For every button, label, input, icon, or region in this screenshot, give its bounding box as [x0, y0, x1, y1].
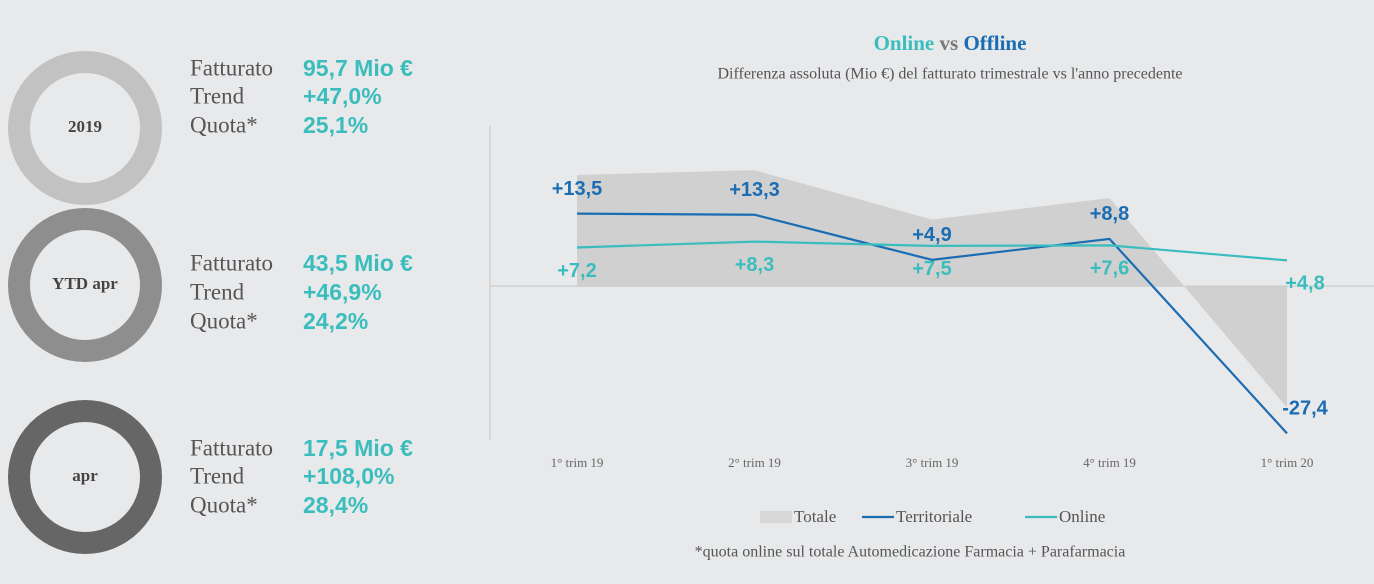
x-tick-label: 4° trim 19 — [1083, 455, 1136, 470]
data-label: +4,9 — [912, 224, 951, 246]
data-label: +8,8 — [1090, 203, 1129, 225]
footnote: *quota online sul totale Automedicazione… — [695, 544, 1126, 561]
data-label: -27,4 — [1282, 398, 1328, 420]
x-tick-label: 2° trim 19 — [728, 455, 781, 470]
kpi-value: +47,0% — [303, 83, 382, 109]
data-label: +7,6 — [1090, 258, 1129, 280]
kpi-label: Quota* — [190, 308, 258, 333]
data-label: +7,2 — [557, 260, 596, 282]
kpi-value: 28,4% — [303, 492, 368, 518]
chart-title: Online vs Offline — [874, 31, 1027, 55]
kpi-label: Fatturato — [190, 55, 273, 80]
legend-label: Online — [1059, 507, 1105, 526]
title-offline: Offline — [963, 31, 1026, 55]
kpi-label: Trend — [190, 83, 245, 108]
title-vs: vs — [940, 31, 959, 55]
x-tick-label: 3° trim 19 — [906, 455, 959, 470]
x-tick-label: 1° trim 20 — [1261, 455, 1314, 470]
kpi-label: Quota* — [190, 112, 258, 137]
x-tick-label: 1° trim 19 — [551, 455, 604, 470]
kpi-value: 24,2% — [303, 308, 368, 334]
data-label: +13,3 — [729, 179, 780, 201]
kpi-value: 25,1% — [303, 112, 368, 138]
kpi-label: Quota* — [190, 492, 258, 517]
line — [576, 212, 1288, 435]
chart-subtitle: Differenza assoluta (Mio €) del fatturat… — [717, 66, 1182, 83]
ring-label: apr — [72, 466, 98, 485]
kpi-value: +108,0% — [303, 463, 394, 489]
kpi-label: Fatturato — [190, 250, 273, 275]
legend-label: Territoriale — [896, 507, 972, 526]
kpi-value: +46,9% — [303, 279, 382, 305]
ring — [8, 400, 162, 554]
legend-label: Totale — [794, 507, 836, 526]
ring-label: 2019 — [68, 117, 102, 136]
legend-swatch — [760, 511, 792, 523]
kpi-value: 95,7 Mio € — [303, 55, 413, 81]
kpi-value: 43,5 Mio € — [303, 250, 413, 276]
kpi-label: Fatturato — [190, 435, 273, 460]
ring-label: YTD apr — [52, 274, 118, 293]
area — [577, 170, 1287, 408]
data-label: +13,5 — [552, 178, 603, 200]
ring — [8, 51, 162, 205]
kpi-value: 17,5 Mio € — [303, 435, 413, 461]
kpi-label: Trend — [190, 463, 245, 488]
title-online: Online — [874, 31, 935, 55]
kpi-label: Trend — [190, 279, 245, 304]
line — [576, 240, 1288, 262]
data-label: +8,3 — [735, 254, 774, 276]
ring — [8, 208, 162, 362]
data-label: +4,8 — [1285, 273, 1324, 295]
data-label: +7,5 — [912, 258, 951, 280]
